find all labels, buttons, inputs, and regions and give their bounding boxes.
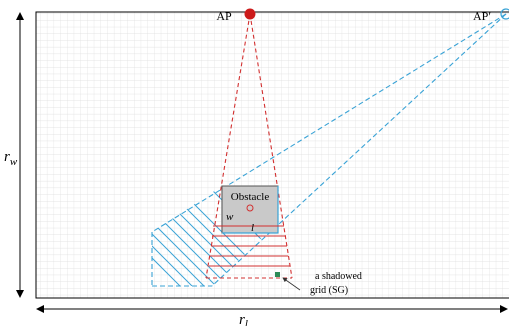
shadowed-grid-cell: [275, 272, 280, 277]
rl-label-main: r: [239, 312, 245, 326]
rw-label-main: r: [4, 149, 10, 165]
ap-label: AP: [216, 9, 232, 23]
ap-prime-cone: [151, 13, 507, 287]
obstacle-length-label: l: [251, 222, 254, 234]
ap-shadow-lines: [209, 225, 290, 267]
obstacle-center-marker: [246, 204, 254, 212]
rl-label: rl: [239, 312, 248, 326]
shadowed-grid-label-1: a shadowed: [315, 271, 362, 282]
ap-dot: [244, 8, 256, 20]
rw-label: rw: [4, 149, 18, 168]
obstacle-label: Obstacle: [231, 191, 270, 203]
ap-prime-dot: [500, 8, 509, 20]
rw-label-sub: w: [10, 156, 18, 168]
rl-label-sub: l: [245, 318, 248, 326]
shadowed-grid-label-2: grid (SG): [310, 285, 348, 296]
ap-prime-label: AP′: [473, 9, 491, 23]
shadowed-grid-pointer: [282, 277, 301, 291]
ap-cone: [205, 13, 293, 279]
obstacle-width-label: w: [226, 211, 234, 223]
room-border: [35, 11, 509, 299]
